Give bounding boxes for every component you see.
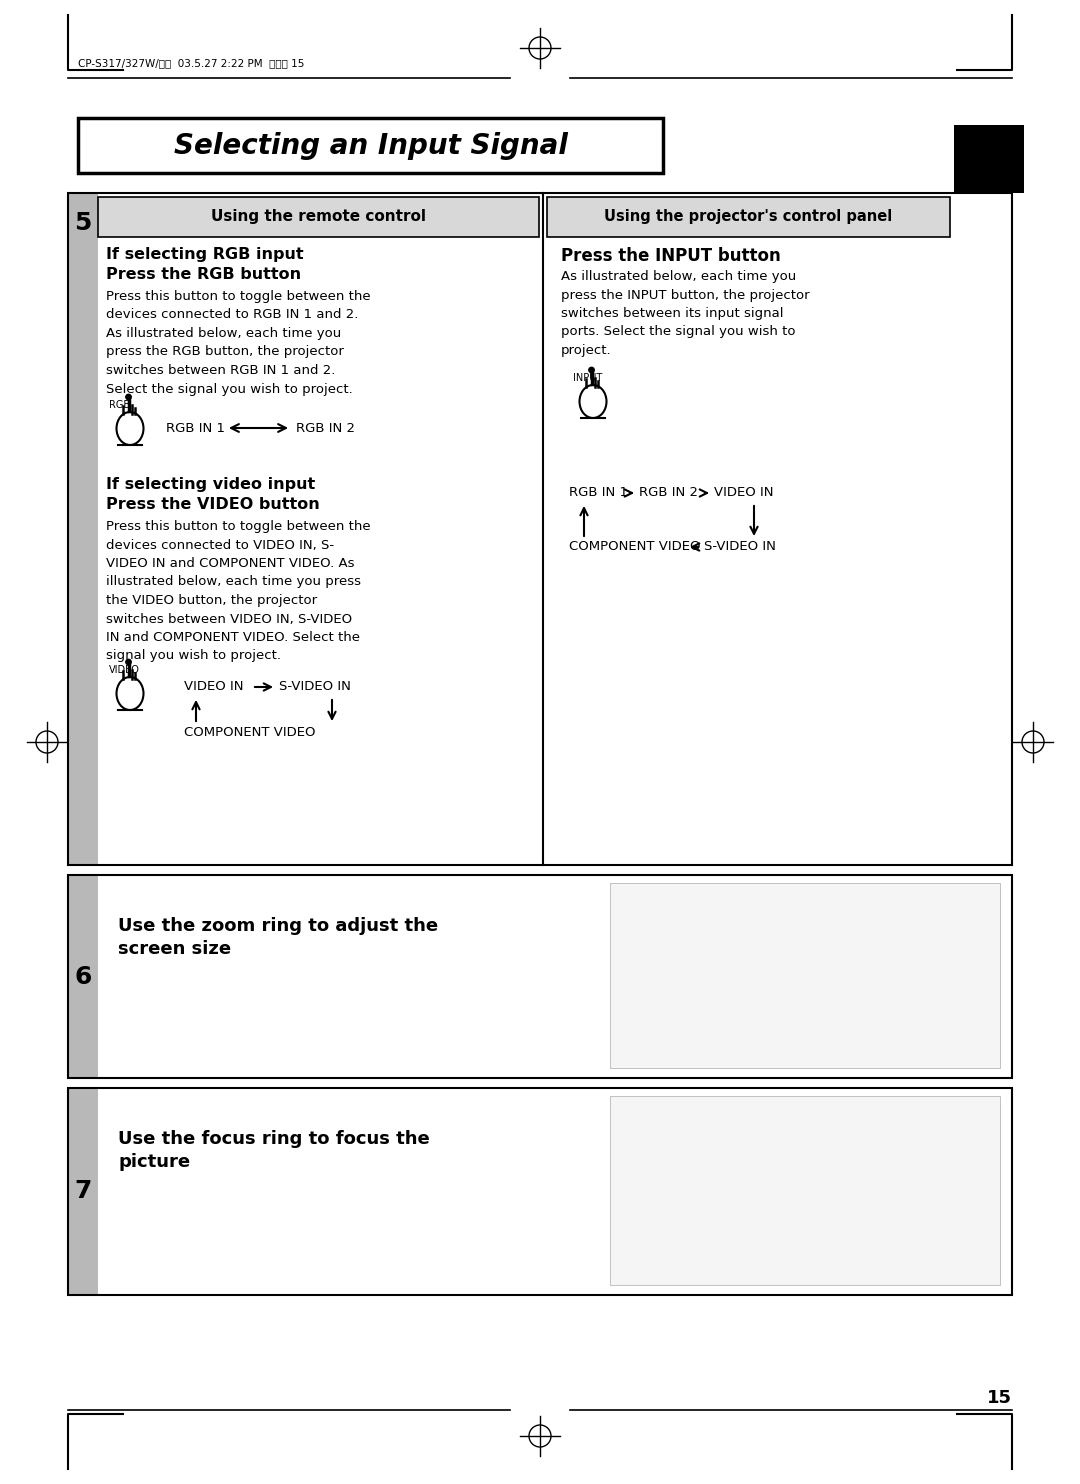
Text: If selecting RGB input: If selecting RGB input [106, 246, 303, 263]
Text: VIDEO IN: VIDEO IN [714, 487, 773, 500]
Bar [68, 193, 1012, 865]
Text: Selecting an Input Signal: Selecting an Input Signal [174, 132, 567, 159]
Bar [78, 119, 663, 174]
Text: press the INPUT button, the projector: press the INPUT button, the projector [561, 288, 810, 301]
Text: Press this button to toggle between the: Press this button to toggle between the [106, 519, 370, 533]
Bar [68, 1088, 1012, 1296]
Bar [68, 1088, 98, 1296]
Text: INPUT: INPUT [573, 372, 603, 383]
Text: Select the signal you wish to project.: Select the signal you wish to project. [106, 383, 353, 396]
Circle shape [125, 395, 131, 399]
Text: switches between VIDEO IN, S-VIDEO: switches between VIDEO IN, S-VIDEO [106, 613, 352, 625]
Bar [68, 193, 98, 865]
Text: Using the projector's control panel: Using the projector's control panel [605, 209, 893, 224]
Text: switches between RGB IN 1 and 2.: switches between RGB IN 1 and 2. [106, 364, 336, 377]
Text: COMPONENT VIDEO: COMPONENT VIDEO [569, 540, 701, 554]
Text: Press the INPUT button: Press the INPUT button [561, 246, 781, 266]
Text: ports. Select the signal you wish to: ports. Select the signal you wish to [561, 325, 796, 338]
Text: illustrated below, each time you press: illustrated below, each time you press [106, 576, 361, 589]
Text: If selecting video input: If selecting video input [106, 476, 315, 493]
Text: RGB IN 2: RGB IN 2 [296, 421, 355, 435]
Text: screen size: screen size [118, 939, 231, 959]
Text: devices connected to VIDEO IN, S-: devices connected to VIDEO IN, S- [106, 539, 334, 552]
Text: RGB IN 1: RGB IN 1 [166, 421, 225, 435]
Text: project.: project. [561, 344, 611, 358]
Text: IN and COMPONENT VIDEO. Select the: IN and COMPONENT VIDEO. Select the [106, 631, 360, 644]
Circle shape [125, 659, 131, 665]
Text: press the RGB button, the projector: press the RGB button, the projector [106, 346, 343, 359]
Text: As illustrated below, each time you: As illustrated below, each time you [561, 270, 796, 283]
Text: RGB: RGB [109, 401, 130, 410]
Text: S-VIDEO IN: S-VIDEO IN [704, 540, 775, 554]
Text: Using the remote control: Using the remote control [211, 209, 426, 224]
Text: CP-S317/327W/最終  03.5.27 2:22 PM  ページ 15: CP-S317/327W/最終 03.5.27 2:22 PM ページ 15 [78, 58, 305, 68]
Bar [68, 876, 1012, 1077]
Text: RGB IN 1: RGB IN 1 [569, 487, 627, 500]
Circle shape [589, 368, 594, 372]
Text: Press the VIDEO button: Press the VIDEO button [106, 497, 320, 512]
Text: 6: 6 [75, 965, 92, 988]
Text: As illustrated below, each time you: As illustrated below, each time you [106, 326, 341, 340]
Bar [954, 125, 1024, 193]
Text: 7: 7 [75, 1180, 92, 1204]
Text: devices connected to RGB IN 1 and 2.: devices connected to RGB IN 1 and 2. [106, 309, 359, 322]
Text: COMPONENT VIDEO: COMPONENT VIDEO [184, 726, 315, 739]
Text: VIDEO IN: VIDEO IN [184, 681, 243, 693]
Bar [610, 883, 1000, 1068]
Text: RGB IN 2: RGB IN 2 [639, 487, 698, 500]
Text: VIDEO: VIDEO [109, 665, 140, 675]
Text: Press this button to toggle between the: Press this button to toggle between the [106, 289, 370, 303]
Text: Use the focus ring to focus the: Use the focus ring to focus the [118, 1129, 430, 1149]
Text: S-VIDEO IN: S-VIDEO IN [279, 681, 351, 693]
Bar [98, 197, 539, 237]
Text: Use the zoom ring to adjust the: Use the zoom ring to adjust the [118, 917, 438, 935]
Text: VIDEO IN and COMPONENT VIDEO. As: VIDEO IN and COMPONENT VIDEO. As [106, 556, 354, 570]
Text: 15: 15 [987, 1389, 1012, 1407]
Text: picture: picture [118, 1153, 190, 1171]
Text: 5: 5 [75, 211, 92, 234]
Text: signal you wish to project.: signal you wish to project. [106, 650, 281, 662]
Text: switches between its input signal: switches between its input signal [561, 307, 783, 321]
Text: Press the RGB button: Press the RGB button [106, 267, 301, 282]
Bar [546, 197, 950, 237]
Bar [610, 1097, 1000, 1285]
Bar [68, 876, 98, 1077]
Text: the VIDEO button, the projector: the VIDEO button, the projector [106, 594, 318, 607]
